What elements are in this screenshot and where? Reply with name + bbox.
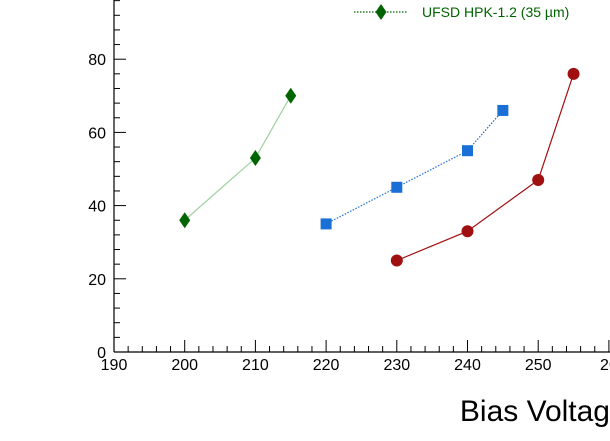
data-point <box>285 87 297 104</box>
data-point <box>179 212 191 229</box>
axes: 0 20 40 60 80 190 200 210 220 230 240 250 26 <box>88 0 610 374</box>
x-tick-label: 240 <box>454 357 481 374</box>
data-point <box>461 225 474 238</box>
series-3 <box>390 67 580 267</box>
data-point <box>249 150 261 167</box>
y-tick-label: 60 <box>88 125 106 142</box>
data-point <box>532 173 545 186</box>
data-point <box>567 67 580 80</box>
series-2 <box>320 104 509 230</box>
y-tick-label: 80 <box>88 52 106 69</box>
legend: UFSD HPK-1.2 (35 µm) <box>354 4 569 20</box>
x-tick-label: 26 <box>600 357 610 374</box>
data-point <box>320 218 332 230</box>
series-layer <box>179 67 580 267</box>
y-tick-label: 0 <box>97 345 106 362</box>
x-tick-label: 220 <box>313 357 340 374</box>
legend-label: UFSD HPK-1.2 (35 µm) <box>422 4 569 20</box>
series-line <box>325 110 504 225</box>
series-line <box>184 95 292 221</box>
x-axis-title: Bias Voltag <box>460 395 610 428</box>
x-tick-label: 210 <box>242 357 269 374</box>
data-point <box>391 181 403 193</box>
data-point <box>462 145 473 157</box>
series-line <box>396 73 575 262</box>
legend-marker <box>375 4 387 20</box>
y-tick-label: 20 <box>88 272 106 289</box>
data-point <box>497 104 509 116</box>
legend-entry: UFSD HPK-1.2 (35 µm) <box>354 4 569 20</box>
x-tick-label: 230 <box>383 357 410 374</box>
x-tick-label: 190 <box>101 357 128 374</box>
y-tick-label: 40 <box>88 199 106 216</box>
x-tick-label: 200 <box>171 357 198 374</box>
data-point <box>390 254 403 267</box>
series-1 <box>179 87 297 229</box>
x-tick-label: 250 <box>525 357 552 374</box>
